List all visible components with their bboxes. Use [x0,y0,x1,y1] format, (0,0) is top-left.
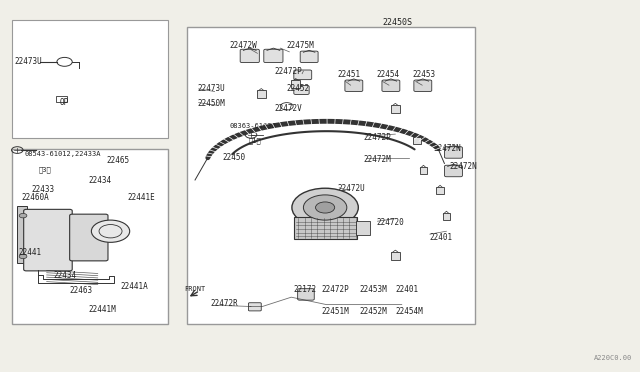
Bar [291,80,300,88]
Text: 22463: 22463 [70,286,93,295]
Circle shape [292,188,358,227]
Text: 22450S: 22450S [383,18,413,27]
Text: 22452: 22452 [287,84,310,93]
Text: 22172: 22172 [293,285,316,294]
Text: 22472U: 22472U [338,185,365,193]
FancyBboxPatch shape [248,303,261,311]
Text: 22472V: 22472V [274,105,302,113]
Circle shape [303,195,347,220]
Bar [12,20,168,138]
Circle shape [92,220,130,242]
Bar [17,206,27,263]
Text: 22472P: 22472P [274,67,302,76]
Bar [12,149,168,324]
Text: 22441: 22441 [19,248,42,257]
Text: 22451M: 22451M [321,307,349,316]
FancyBboxPatch shape [240,49,259,62]
Text: 22475M: 22475M [287,41,314,51]
Bar [391,251,400,260]
Text: 22453: 22453 [413,70,436,78]
FancyBboxPatch shape [445,147,463,158]
FancyBboxPatch shape [445,165,463,177]
FancyBboxPatch shape [382,80,400,92]
FancyBboxPatch shape [298,289,314,300]
Text: OP: OP [60,98,68,107]
Bar [187,28,474,324]
Text: 22434: 22434 [89,176,112,185]
FancyBboxPatch shape [294,70,312,80]
Bar [56,96,67,102]
Text: 22460A: 22460A [21,193,49,202]
Text: 08543-61012,22433A: 08543-61012,22433A [25,151,102,157]
Text: 22473U: 22473U [15,57,42,66]
Text: （1）: （1） [248,138,261,144]
Text: FRONT: FRONT [184,286,206,292]
Text: 22465: 22465 [106,155,129,164]
Text: 22452M: 22452M [360,307,387,316]
FancyBboxPatch shape [300,51,318,62]
Bar [356,221,370,235]
Text: 22401: 22401 [430,232,453,242]
Bar [420,167,428,174]
Text: 22473U: 22473U [197,84,225,93]
Text: （3）: （3） [39,166,52,173]
Text: 08363-61638: 08363-61638 [229,123,276,129]
Bar [257,90,266,98]
Text: 22434: 22434 [53,271,76,280]
Bar [391,105,400,113]
Text: 22433: 22433 [31,185,54,194]
FancyBboxPatch shape [264,49,283,62]
Text: 22472P: 22472P [364,132,391,142]
Text: 22472N: 22472N [434,144,461,153]
Text: 22472M: 22472M [364,155,391,164]
FancyBboxPatch shape [70,214,108,261]
Text: 22441M: 22441M [89,305,116,314]
Circle shape [316,202,335,213]
Circle shape [19,254,27,259]
Text: 22450M: 22450M [197,99,225,108]
Text: 22472W: 22472W [229,41,257,51]
Text: 22441A: 22441A [121,282,148,291]
Text: A220C0.00: A220C0.00 [593,355,632,361]
FancyBboxPatch shape [345,80,363,92]
FancyBboxPatch shape [24,209,72,271]
Text: 22451: 22451 [338,70,361,78]
Text: 22454: 22454 [376,70,399,78]
Text: 22472P: 22472P [321,285,349,294]
Text: 22450: 22450 [223,153,246,161]
Text: 22441E: 22441E [127,193,155,202]
Text: 22453M: 22453M [360,285,387,294]
Text: 224720: 224720 [376,218,404,227]
Text: 22472R: 22472R [210,299,238,308]
Bar [436,187,444,194]
Circle shape [19,214,27,218]
Bar [294,217,357,238]
Text: 22401: 22401 [396,285,419,294]
Text: 22454M: 22454M [396,307,423,316]
Bar [443,213,451,220]
FancyBboxPatch shape [294,86,309,94]
Bar [413,137,421,144]
Text: 22472N: 22472N [449,162,477,171]
FancyBboxPatch shape [414,80,432,92]
